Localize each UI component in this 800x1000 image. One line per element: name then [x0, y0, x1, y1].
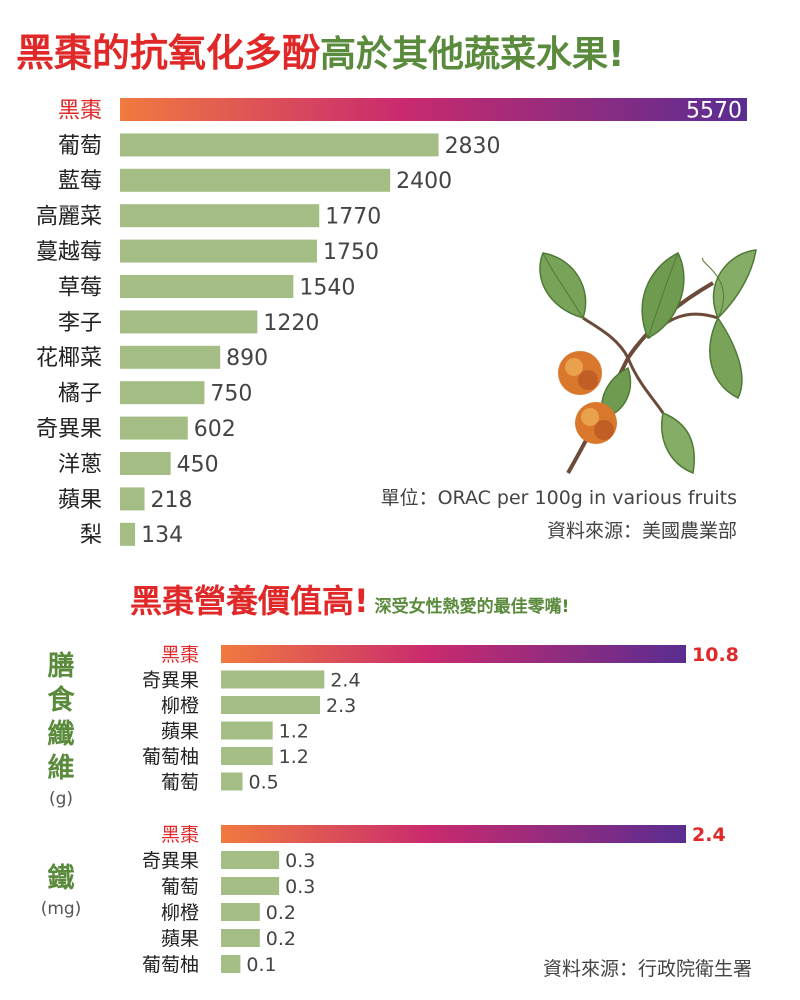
value-label: 0.5: [249, 771, 279, 793]
category-label: 葡萄: [161, 876, 199, 898]
highlight-bar: [120, 98, 747, 121]
category-label: 草莓: [58, 275, 102, 300]
value-label: 0.2: [266, 928, 296, 950]
category-label: 葡萄: [161, 771, 199, 793]
category-label: 蔓越莓: [36, 240, 102, 265]
bar: [221, 670, 325, 689]
bar: [120, 487, 145, 511]
orac-bar-chart: 黑棗 5570 葡萄 2830 藍莓 2400 高麗菜 1770 蔓越莓 1750 草莓 1540 李子…: [36, 98, 747, 548]
value-label: 1540: [299, 275, 355, 300]
value-label: 450: [177, 452, 219, 477]
section-title: 黑棗營養價值高! 深受女性熱愛的最佳零嘴!: [130, 576, 790, 622]
value-label: 602: [194, 417, 236, 442]
category-label: 高麗菜: [36, 205, 102, 230]
fiber-unit: (g): [48, 789, 74, 809]
category-label: 奇異果: [142, 669, 199, 691]
section-subtitle: 深受女性熱愛的最佳零嘴!: [374, 597, 570, 617]
unit-note: 單位：ORAC per 100g in various fruits: [380, 487, 737, 509]
highlight-bar: [221, 825, 686, 843]
bar: [120, 275, 294, 298]
value-label: 1220: [263, 311, 319, 336]
category-label: 柳橙: [161, 902, 199, 924]
value-label: 1.2: [279, 746, 309, 768]
bar: [120, 345, 221, 369]
bar: [120, 522, 136, 546]
category-label: 黑棗: [161, 824, 199, 846]
iron-bar-chart: 黑棗 2.4 奇異果 0.3 葡萄 0.3 柳橙 0.2 蘋果 0.2 葡萄柚 0.1: [142, 824, 726, 976]
category-label: 蘋果: [161, 720, 199, 742]
value-label: 2.3: [326, 695, 356, 717]
bar: [221, 747, 273, 765]
bar: [221, 903, 260, 921]
iron-unit: (mg): [40, 899, 82, 919]
value-label: 1750: [323, 240, 379, 265]
source-note: 資料來源：美國農業部: [546, 520, 737, 542]
bar: [221, 721, 273, 740]
value-label: 10.8: [692, 644, 739, 666]
category-label: 柳橙: [161, 695, 199, 717]
fiber-label: 膳食纖維 (g): [38, 650, 84, 812]
value-label: 218: [151, 488, 193, 513]
highlight-bar: [221, 645, 686, 663]
title-red-part: 黑棗的抗氧化多酚: [16, 31, 321, 75]
bar: [120, 133, 439, 157]
iron-label: 鐵 (mg): [38, 862, 84, 922]
value-label: 134: [141, 523, 183, 548]
category-label: 李子: [58, 311, 102, 336]
value-label: 1770: [325, 205, 381, 230]
value-label: 890: [226, 346, 268, 371]
bar: [221, 955, 241, 973]
title-green-part: 高於其他蔬菜水果!: [320, 34, 625, 75]
category-label: 葡萄: [58, 134, 102, 159]
page-title: 黑棗的抗氧化多酚高於其他蔬菜水果!: [16, 22, 786, 78]
bar: [120, 310, 258, 334]
value-label: 1.2: [279, 720, 309, 742]
bar: [221, 696, 321, 714]
bar: [120, 381, 205, 405]
category-label: 蘋果: [58, 488, 102, 513]
value-label: 750: [210, 382, 252, 407]
bar: [120, 239, 317, 263]
section-title-main: 黑棗營養價值高!: [130, 582, 369, 620]
value-label: 0.1: [246, 954, 276, 976]
value-label: 0.3: [285, 876, 315, 898]
value-label: 0.2: [266, 902, 296, 924]
value-label: 2830: [445, 134, 501, 159]
iron-label-text: 鐵: [47, 863, 75, 894]
category-label: 葡萄柚: [142, 746, 199, 768]
value-label: 0.3: [285, 850, 315, 872]
category-label: 橘子: [58, 382, 102, 407]
fiber-bar-chart: 黑棗 10.8 奇異果 2.4 柳橙 2.3 蘋果 1.2 葡萄柚 1.2 葡萄 0.5: [142, 644, 739, 793]
value-label: 2400: [396, 169, 452, 194]
category-label: 奇異果: [142, 850, 199, 872]
category-label: 梨: [80, 523, 102, 548]
prune-branch-illustration: [539, 249, 757, 475]
category-label: 洋蔥: [58, 452, 102, 477]
bar: [221, 929, 260, 947]
category-label: 奇異果: [36, 417, 102, 442]
category-label: 葡萄柚: [142, 954, 199, 976]
category-label: 黑棗: [58, 98, 102, 123]
category-label: 黑棗: [161, 644, 199, 666]
value-label: 2.4: [692, 824, 726, 846]
bar: [120, 168, 391, 192]
category-label: 蘋果: [161, 928, 199, 950]
category-label: 藍莓: [58, 169, 102, 194]
source-note-2: 資料來源：行政院衛生署: [542, 958, 752, 980]
bar: [221, 877, 280, 895]
bar: [120, 452, 171, 475]
bar: [221, 851, 280, 869]
bar: [120, 204, 320, 228]
value-label: 5570: [686, 98, 742, 123]
fiber-label-text: 膳食纖維: [47, 651, 75, 784]
value-label: 2.4: [330, 669, 360, 691]
bar: [120, 416, 188, 440]
category-label: 花椰菜: [36, 346, 102, 371]
bar: [221, 772, 243, 791]
